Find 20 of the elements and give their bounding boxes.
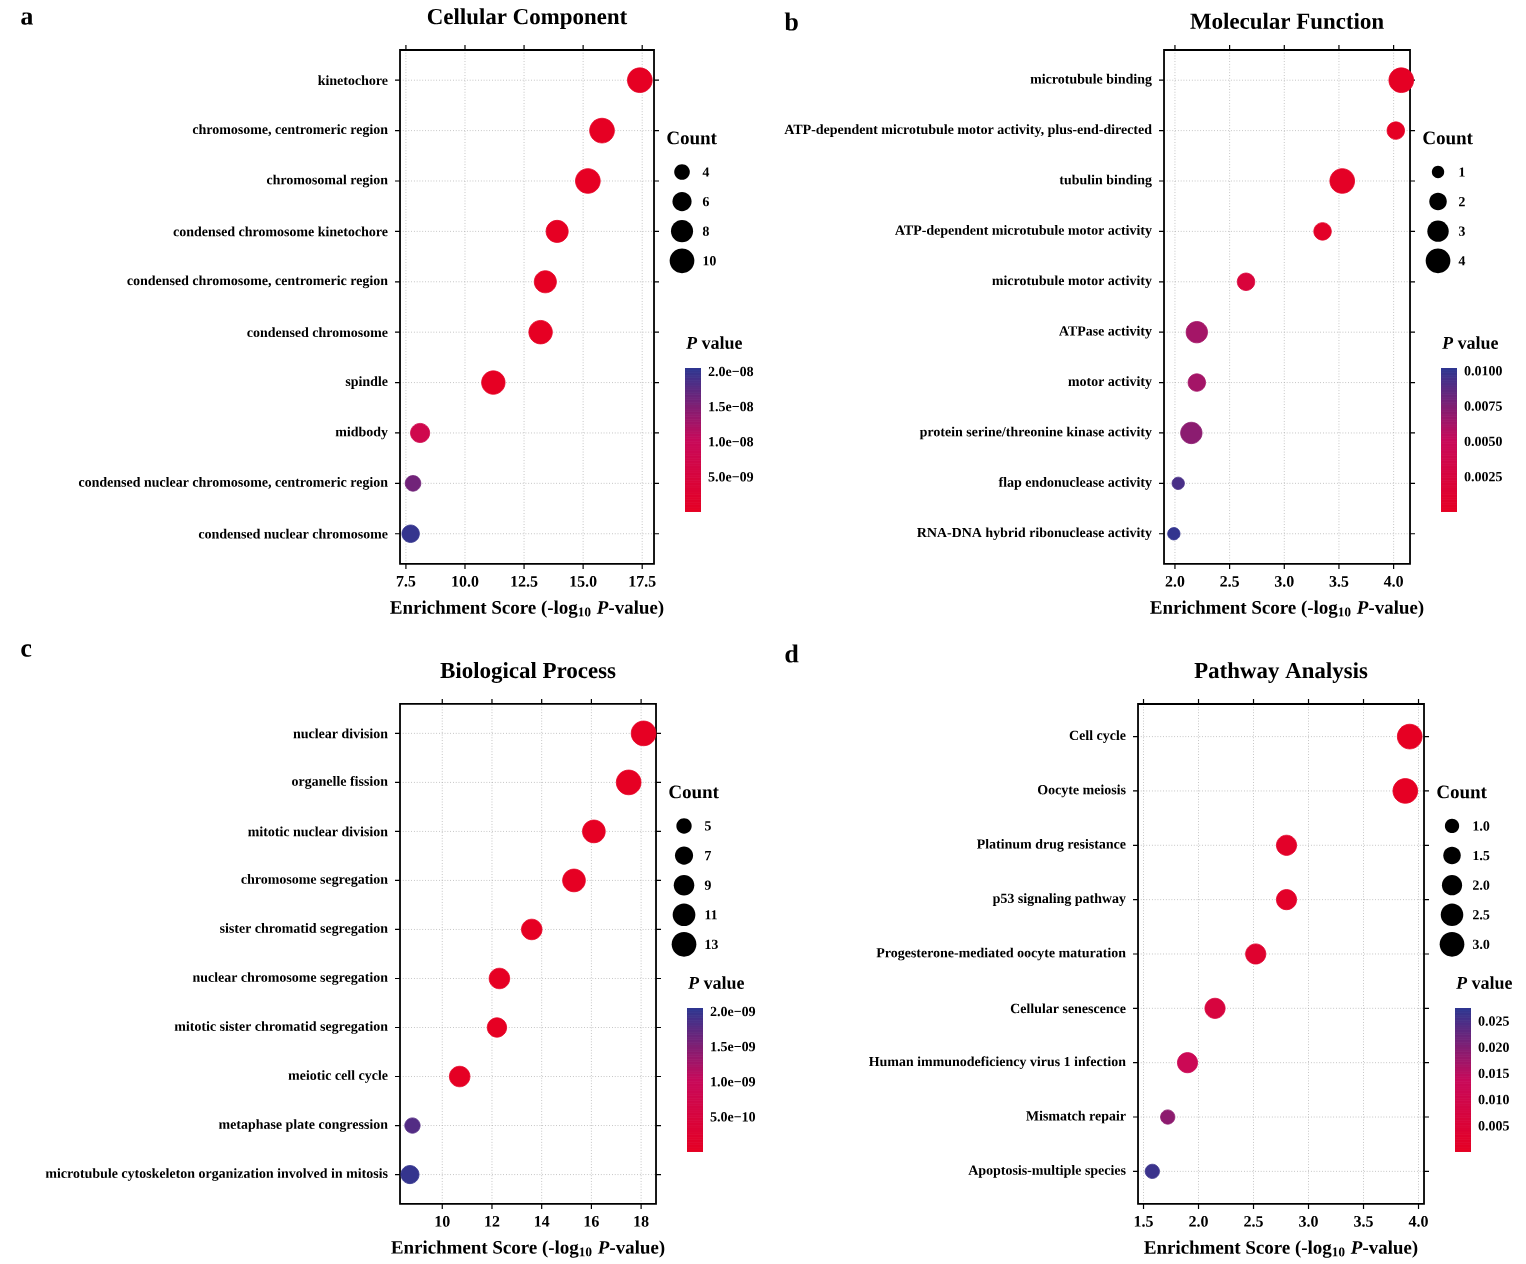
legend-title: Count [669, 785, 719, 799]
legend-title: Count [1423, 131, 1473, 145]
x-axis-title: Enrichment Score (-log$_{10}$ P-value) [1150, 600, 1424, 618]
text: a [21, 12, 33, 25]
color-bar-title: P value [688, 976, 744, 989]
text: c [21, 644, 32, 657]
text: b [784, 12, 798, 31]
chart-title: Biological Process [440, 662, 616, 683]
color-bar-title: P value [1456, 976, 1512, 989]
x-axis-title: Enrichment Score (-log$_{10}$ P-value) [1144, 1240, 1418, 1258]
x-axis-title: Enrichment Score (-log$_{10}$ P-value) [391, 1240, 665, 1258]
chart-title: Molecular Function [1190, 12, 1384, 29]
legend-title: Count [1437, 785, 1487, 799]
chart-title: Cellular Component [427, 8, 628, 29]
text: d [785, 644, 799, 663]
chart-title: Pathway Analysis [1194, 662, 1368, 683]
legend-title: Count [667, 131, 717, 145]
x-axis-title: Enrichment Score (-log$_{10}$ P-value) [390, 600, 664, 618]
color-bar-title: P value [686, 336, 742, 349]
color-bar-title: P value [1442, 336, 1499, 349]
